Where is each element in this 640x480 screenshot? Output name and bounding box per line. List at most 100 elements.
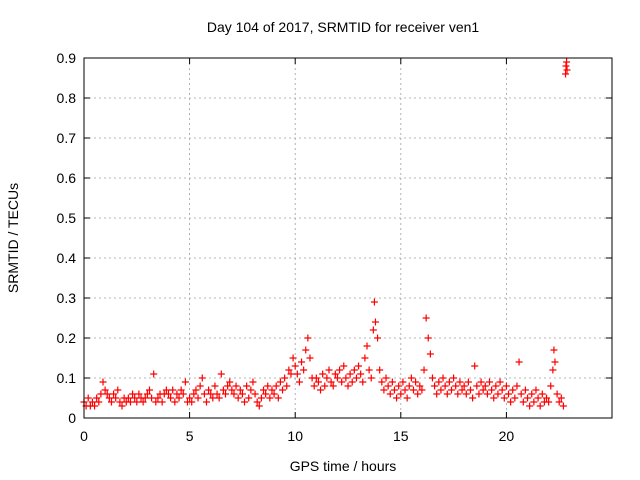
data-point (357, 370, 365, 378)
y-axis-title: SRMTID / TECUs (5, 183, 21, 293)
data-point (346, 370, 354, 378)
data-point (378, 378, 386, 386)
data-point (232, 382, 240, 390)
x-tick-label: 5 (186, 428, 194, 444)
y-tick-label: 0.5 (57, 210, 77, 226)
data-point (426, 350, 434, 358)
chart-title: Day 104 of 2017, SRMTID for receiver ven… (207, 19, 480, 35)
data-point (116, 398, 124, 406)
data-point (475, 390, 483, 398)
data-point (416, 382, 424, 390)
data-point (407, 374, 415, 382)
data-point (202, 398, 210, 406)
data-point (101, 386, 109, 394)
data-point (295, 378, 303, 386)
data-point (363, 342, 371, 350)
data-point (350, 366, 358, 374)
data-point (118, 402, 126, 410)
data-point (462, 390, 470, 398)
data-point (88, 398, 96, 406)
data-point (370, 298, 378, 306)
data-point (158, 398, 166, 406)
data-point (234, 394, 242, 402)
data-point (321, 382, 329, 390)
data-point (276, 378, 284, 386)
data-point (336, 366, 344, 374)
data-point (471, 362, 479, 370)
x-tick-label: 0 (80, 428, 88, 444)
data-point (452, 382, 460, 390)
data-point (479, 386, 487, 394)
data-point (443, 390, 451, 398)
data-point (526, 402, 534, 410)
data-point (181, 378, 189, 386)
data-point (376, 366, 384, 374)
data-point (131, 394, 139, 402)
data-point (428, 374, 436, 382)
data-point (148, 394, 156, 402)
data-point (300, 366, 308, 374)
data-point (327, 378, 335, 386)
data-point (99, 378, 107, 386)
data-point (424, 334, 432, 342)
data-point (192, 386, 200, 394)
data-point (95, 398, 103, 406)
data-point (445, 378, 453, 386)
data-point (490, 394, 498, 402)
data-point (112, 394, 120, 402)
y-tick-label: 0 (68, 410, 76, 426)
data-point (253, 398, 261, 406)
data-point (352, 374, 360, 382)
data-point (365, 366, 373, 374)
data-point (285, 366, 293, 374)
data-point (230, 390, 238, 398)
data-point (511, 394, 519, 402)
data-point (238, 390, 246, 398)
data-point (502, 382, 510, 390)
y-tick-label: 0.8 (57, 90, 77, 106)
data-point (310, 382, 318, 390)
data-point (369, 326, 377, 334)
data-point (374, 334, 382, 342)
data-point (431, 382, 439, 390)
data-point (262, 390, 270, 398)
plot-frame (83, 57, 613, 419)
data-point (562, 62, 570, 70)
data-point (314, 378, 322, 386)
data-point (439, 374, 447, 382)
data-point (211, 382, 219, 390)
y-tick-label: 0.2 (57, 330, 77, 346)
data-point (481, 382, 489, 390)
data-point (547, 382, 555, 390)
data-point (466, 386, 474, 394)
data-point (226, 378, 234, 386)
data-point (543, 394, 551, 402)
data-point (498, 386, 506, 394)
data-point (219, 386, 227, 394)
data-point (245, 394, 253, 402)
data-point (390, 386, 398, 394)
y-tick-label: 0.4 (57, 250, 77, 266)
data-point (532, 386, 540, 394)
data-point (551, 358, 559, 366)
data-point (139, 398, 147, 406)
data-point (164, 390, 172, 398)
data-point (289, 354, 297, 362)
data-point (340, 362, 348, 370)
x-axis-title: GPS time / hours (290, 458, 397, 474)
data-point (382, 374, 390, 382)
data-point (477, 378, 485, 386)
data-point (563, 66, 571, 74)
data-point (553, 390, 561, 398)
data-point (486, 378, 494, 386)
data-point (515, 358, 523, 366)
plot-border (83, 57, 613, 419)
x-tick-label: 15 (393, 428, 409, 444)
data-point (454, 390, 462, 398)
data-point (171, 398, 179, 406)
data-point (293, 370, 301, 378)
data-point (562, 70, 570, 78)
data-point (433, 390, 441, 398)
data-point (437, 386, 445, 394)
